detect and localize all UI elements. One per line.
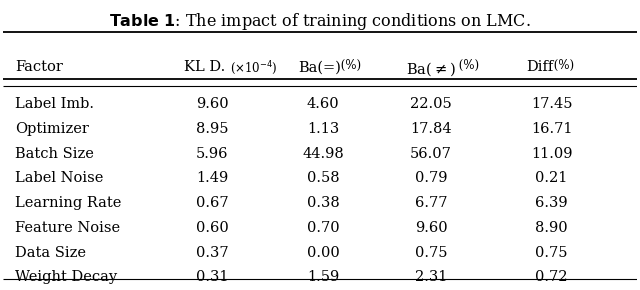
Text: Batch Size: Batch Size [15,146,94,161]
Text: 0.72: 0.72 [535,270,568,284]
Text: 0.31: 0.31 [196,270,228,284]
Text: 0.70: 0.70 [307,221,339,235]
Text: 1.49: 1.49 [196,171,228,185]
Text: 6.39: 6.39 [535,196,568,210]
Text: 0.75: 0.75 [415,246,447,260]
Text: 0.38: 0.38 [307,196,340,210]
Text: Ba($\neq$): Ba($\neq$) [406,60,456,78]
Text: Data Size: Data Size [15,246,86,260]
Text: Ba(=): Ba(=) [298,60,340,75]
Text: 0.75: 0.75 [535,246,568,260]
Text: 22.05: 22.05 [410,97,452,111]
Text: (%): (%) [337,59,361,72]
Text: Optimizer: Optimizer [15,122,90,136]
Text: 17.45: 17.45 [531,97,572,111]
Text: 4.60: 4.60 [307,97,339,111]
Text: 9.60: 9.60 [415,221,447,235]
Text: Feature Noise: Feature Noise [15,221,120,235]
Text: 8.90: 8.90 [535,221,568,235]
Text: ($\times$10$^{-4}$): ($\times$10$^{-4}$) [230,59,278,77]
Text: 0.37: 0.37 [196,246,228,260]
Text: 11.09: 11.09 [531,146,572,161]
Text: 8.95: 8.95 [196,122,228,136]
Text: Learning Rate: Learning Rate [15,196,122,210]
Text: 0.67: 0.67 [196,196,228,210]
Text: Label Imb.: Label Imb. [15,97,95,111]
Text: Label Noise: Label Noise [15,171,104,185]
Text: 1.13: 1.13 [307,122,339,136]
Text: 5.96: 5.96 [196,146,228,161]
Text: 17.84: 17.84 [410,122,452,136]
Text: 44.98: 44.98 [302,146,344,161]
Text: Weight Decay: Weight Decay [15,270,118,284]
Text: Factor: Factor [15,60,63,75]
Text: 2.31: 2.31 [415,270,447,284]
Text: 0.21: 0.21 [536,171,568,185]
Text: KL D.: KL D. [184,60,230,75]
Text: (%): (%) [455,59,479,72]
Text: Diff: Diff [526,60,554,75]
Text: (%): (%) [550,59,575,72]
Text: 0.58: 0.58 [307,171,339,185]
Text: 0.79: 0.79 [415,171,447,185]
Text: 9.60: 9.60 [196,97,228,111]
Text: 6.77: 6.77 [415,196,447,210]
Text: 0.00: 0.00 [307,246,340,260]
Text: 1.59: 1.59 [307,270,339,284]
Text: 56.07: 56.07 [410,146,452,161]
Text: $\mathbf{Table\ 1}$: The impact of training conditions on LMC.: $\mathbf{Table\ 1}$: The impact of train… [109,11,531,32]
Text: 0.60: 0.60 [196,221,228,235]
Text: 16.71: 16.71 [531,122,572,136]
